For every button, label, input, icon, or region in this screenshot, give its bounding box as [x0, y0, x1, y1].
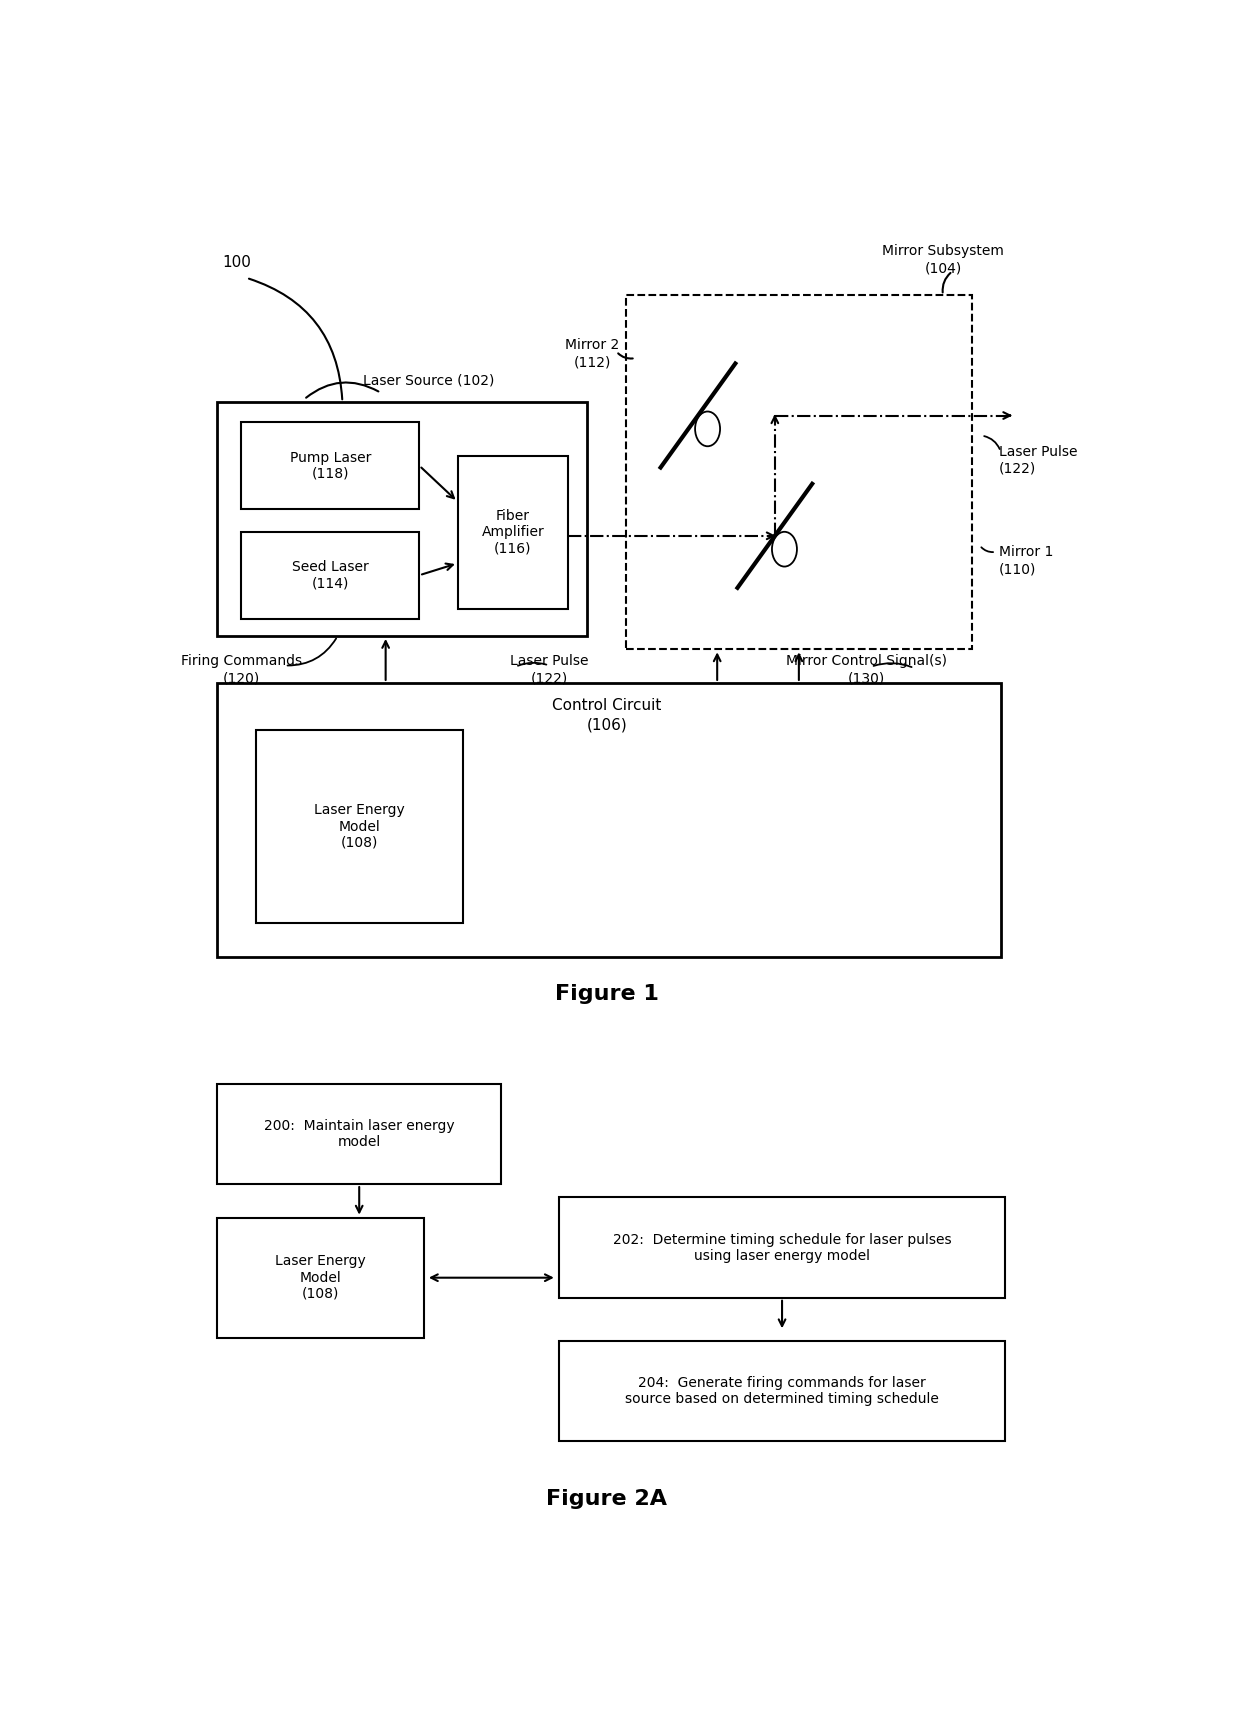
Text: Mirror 1: Mirror 1 [998, 545, 1053, 559]
FancyBboxPatch shape [217, 1217, 424, 1338]
FancyBboxPatch shape [242, 531, 419, 618]
Text: Firing Commands: Firing Commands [181, 654, 303, 668]
Text: Mirror 2: Mirror 2 [565, 339, 620, 352]
FancyBboxPatch shape [255, 729, 463, 924]
Text: (104): (104) [924, 262, 962, 276]
Text: (122): (122) [531, 672, 568, 686]
Text: 202:  Determine timing schedule for laser pulses
using laser energy model: 202: Determine timing schedule for laser… [613, 1233, 951, 1262]
Text: (120): (120) [223, 672, 260, 686]
Text: Laser Pulse: Laser Pulse [510, 654, 588, 668]
Text: Mirror Control Signal(s): Mirror Control Signal(s) [786, 654, 946, 668]
FancyBboxPatch shape [458, 455, 568, 609]
Text: (122): (122) [998, 462, 1035, 476]
FancyBboxPatch shape [217, 403, 588, 635]
Text: (130): (130) [847, 672, 885, 686]
Text: 100: 100 [222, 255, 252, 271]
Text: Figure 2A: Figure 2A [546, 1489, 667, 1509]
Text: Mirror Subsystem: Mirror Subsystem [882, 245, 1004, 259]
Text: Laser Energy
Model
(108): Laser Energy Model (108) [275, 1255, 366, 1300]
Text: 200:  Maintain laser energy
model: 200: Maintain laser energy model [264, 1120, 455, 1149]
FancyBboxPatch shape [217, 682, 1001, 957]
Text: Laser Energy
Model
(108): Laser Energy Model (108) [314, 804, 404, 849]
Text: (110): (110) [998, 562, 1037, 576]
Text: Control Circuit: Control Circuit [552, 698, 661, 712]
FancyBboxPatch shape [217, 1083, 501, 1184]
FancyBboxPatch shape [558, 1340, 1006, 1441]
FancyBboxPatch shape [626, 295, 972, 649]
Text: 204:  Generate firing commands for laser
source based on determined timing sched: 204: Generate firing commands for laser … [625, 1375, 939, 1406]
Text: (106): (106) [587, 717, 627, 733]
Text: Laser Source (102): Laser Source (102) [363, 373, 495, 387]
Text: Fiber
Amplifier
(116): Fiber Amplifier (116) [481, 509, 544, 556]
Text: Seed Laser
(114): Seed Laser (114) [291, 561, 368, 590]
Text: (112): (112) [574, 356, 611, 370]
FancyBboxPatch shape [242, 422, 419, 509]
Text: Figure 1: Figure 1 [554, 984, 658, 1003]
FancyBboxPatch shape [558, 1198, 1006, 1299]
Text: Pump Laser
(118): Pump Laser (118) [290, 451, 371, 481]
Text: Laser Pulse: Laser Pulse [998, 444, 1078, 458]
